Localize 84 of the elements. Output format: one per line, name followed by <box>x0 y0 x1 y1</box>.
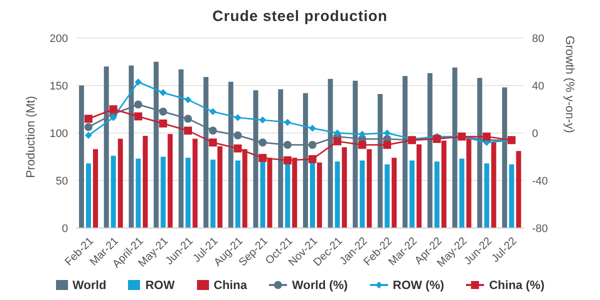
legend-label: China (%) <box>488 278 544 292</box>
point <box>284 156 292 164</box>
bar <box>416 144 422 228</box>
bar <box>392 158 397 228</box>
bar <box>210 160 216 228</box>
point <box>308 155 316 164</box>
bar <box>384 164 390 228</box>
point <box>208 126 217 135</box>
bar <box>160 156 166 228</box>
point <box>358 130 366 138</box>
point <box>284 118 292 126</box>
bar <box>516 151 522 228</box>
point <box>384 130 391 136</box>
point <box>333 137 342 146</box>
point <box>184 126 192 135</box>
bar <box>118 138 123 228</box>
y2-tick-label: 80 <box>532 32 544 45</box>
point <box>160 89 167 96</box>
point <box>308 140 316 149</box>
legend-label: China <box>212 278 247 292</box>
point <box>109 105 118 114</box>
bar <box>366 149 372 228</box>
point <box>259 116 266 124</box>
y-tick-label: 100 <box>50 128 68 140</box>
point <box>134 112 142 120</box>
bar <box>491 142 496 228</box>
point <box>308 124 316 132</box>
point <box>159 108 168 116</box>
y2-tick-label: 0 <box>532 128 538 140</box>
bar <box>110 156 116 228</box>
bar <box>86 163 91 228</box>
point <box>134 100 142 108</box>
point <box>258 138 267 146</box>
legend-label: ROW (%) <box>392 278 444 292</box>
point <box>208 138 217 146</box>
point <box>184 114 192 123</box>
bar <box>452 67 458 228</box>
y2-axis-title: Growth (% y-on-y) <box>562 36 577 133</box>
bar <box>186 158 191 228</box>
point <box>110 114 117 122</box>
point <box>234 131 242 140</box>
bar <box>142 136 148 228</box>
legend-label: World (%) <box>291 278 348 292</box>
y-tick-label: 150 <box>50 80 68 92</box>
point <box>358 140 366 149</box>
point <box>209 108 216 116</box>
y2-tick-label: -40 <box>532 175 548 188</box>
bar <box>260 160 266 228</box>
y-axis-title: Production (Mt) <box>23 96 38 178</box>
bar <box>459 158 464 228</box>
point <box>234 144 242 152</box>
bar <box>360 160 365 228</box>
y-tick-label: 200 <box>50 32 68 45</box>
legend-label: ROW <box>144 278 175 292</box>
point <box>234 114 242 122</box>
point <box>383 140 392 149</box>
legend-label: World <box>72 278 106 292</box>
bar <box>484 163 490 228</box>
point <box>258 154 267 162</box>
bar <box>93 149 98 228</box>
bar <box>410 160 415 228</box>
point <box>184 96 192 104</box>
bar <box>310 162 315 228</box>
y-tick-label: 0 <box>62 222 68 235</box>
bar <box>235 160 240 228</box>
bar <box>192 138 198 228</box>
point <box>84 123 92 132</box>
y2-tick-label: 40 <box>532 80 544 92</box>
bar <box>136 158 141 228</box>
point <box>84 114 92 123</box>
bar <box>168 134 173 228</box>
y-tick-label: 50 <box>56 175 68 188</box>
bar <box>434 162 440 228</box>
point <box>159 120 168 128</box>
bar <box>509 164 514 228</box>
point <box>134 78 142 86</box>
bar <box>334 162 340 228</box>
y2-tick-label: -80 <box>532 222 548 235</box>
point <box>84 132 92 139</box>
bar <box>342 147 347 228</box>
chart-title: Crude steel production <box>211 8 389 27</box>
point <box>334 130 341 136</box>
point <box>284 140 292 149</box>
point <box>482 132 491 141</box>
